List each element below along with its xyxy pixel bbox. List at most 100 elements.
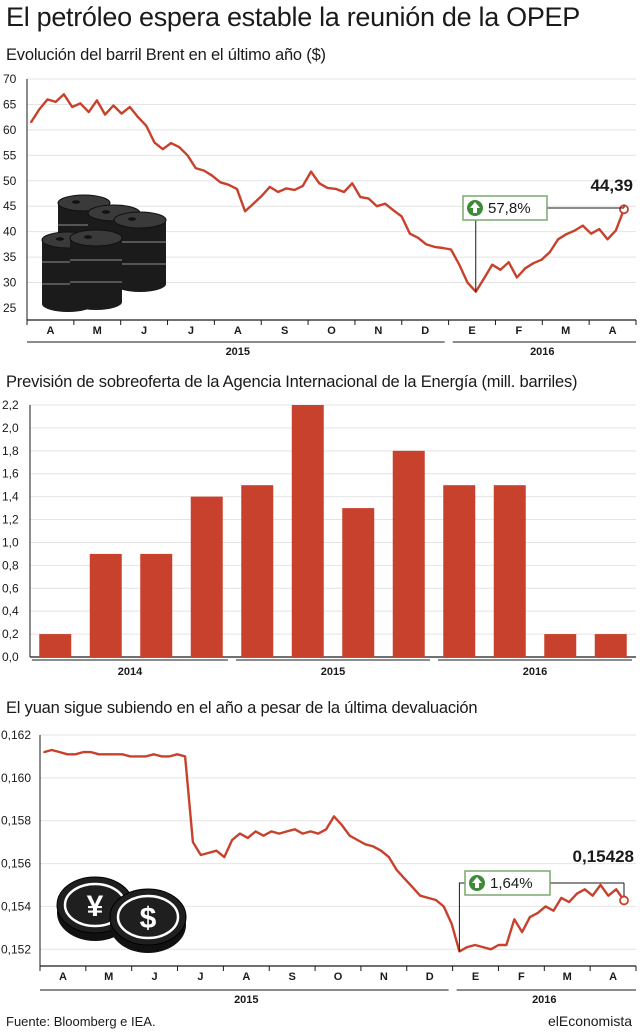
series-point [66, 753, 69, 756]
x-tick-label: J [188, 325, 194, 337]
series-point [356, 839, 359, 841]
y-tick-label: 55 [3, 148, 17, 162]
series-point [278, 832, 281, 835]
bar [140, 553, 173, 657]
series-point [58, 751, 61, 754]
series-point [333, 815, 335, 818]
series-point [513, 918, 516, 921]
y-tick-label: 0,6 [2, 581, 19, 595]
series-point [450, 922, 453, 925]
series-point [400, 215, 403, 218]
series-point [614, 229, 617, 232]
y-tick-label: 50 [3, 174, 17, 188]
series-point [615, 888, 618, 891]
series-point [293, 189, 296, 191]
series-point [387, 856, 390, 859]
x-tick-label: J [197, 971, 203, 983]
y-tick-label: 0,2 [2, 627, 19, 641]
series-point [491, 263, 494, 266]
series-point [129, 755, 132, 758]
callout-label: 57,8% [488, 200, 531, 217]
bar [443, 485, 476, 657]
dollar-coin-icon: $ [109, 888, 187, 953]
series-point [536, 911, 539, 914]
series-point [104, 113, 107, 116]
series-point [434, 899, 437, 901]
series-point [170, 142, 172, 145]
yuan-chart-title: El yuan sigue subiendo en el año a pesar… [6, 699, 478, 717]
series-point [326, 187, 329, 189]
last-value-label: 0,15428 [573, 847, 634, 866]
oil-barrel-icon [69, 229, 123, 310]
series-point [568, 901, 571, 904]
bar [190, 496, 223, 657]
x-tick-label: S [281, 325, 288, 337]
year-label: 2015 [321, 666, 345, 678]
series-point [573, 229, 576, 232]
y-tick-label: 0,162 [1, 728, 31, 742]
series-point [392, 209, 395, 212]
y-tick-label: 0,8 [2, 558, 19, 572]
year-label: 2014 [118, 666, 143, 678]
y-tick-label: 35 [3, 250, 17, 264]
series-point [236, 188, 238, 190]
series-point [376, 205, 378, 208]
series-point [417, 236, 419, 239]
series-point [524, 267, 527, 270]
series-point [192, 841, 194, 844]
series-point [199, 854, 202, 856]
series-point [309, 830, 312, 833]
series-point [411, 886, 414, 889]
x-tick-label: M [563, 971, 572, 983]
x-tick-label: A [234, 325, 242, 337]
series-point [380, 849, 382, 852]
series-point [552, 909, 555, 912]
y-tick-label: 1,2 [2, 513, 19, 527]
series-point [427, 896, 429, 899]
bar [544, 634, 577, 657]
barrel-body [114, 220, 166, 284]
brent-chart-title: Evolución del barril Brent en el último … [6, 46, 326, 64]
series-point [194, 167, 197, 169]
series-point [254, 830, 257, 833]
brand-logo-text: elEconomista [547, 1013, 632, 1029]
y-tick-label: 0,0 [2, 650, 19, 664]
series-point [419, 894, 422, 897]
series-point [408, 232, 411, 235]
series-point [87, 111, 90, 113]
series-point [505, 944, 508, 946]
y-tick-label: 40 [3, 225, 17, 239]
series-point [223, 856, 226, 859]
source-note: Fuente: Bloomberg e IEA. [6, 1014, 156, 1029]
series-point [260, 195, 263, 197]
year-label: 2016 [530, 346, 554, 358]
y-tick-label: 1,0 [2, 535, 19, 549]
series-point [521, 931, 524, 934]
series-point [178, 146, 181, 149]
main-title: El petróleo espera estable la reunión de… [6, 2, 580, 32]
series-point [598, 228, 601, 231]
series-point [548, 251, 551, 253]
series-point [184, 755, 186, 758]
last-value-label: 44,39 [590, 176, 633, 195]
series-point [544, 905, 547, 908]
y-tick-label: 65 [3, 97, 17, 111]
series-point [403, 877, 406, 880]
bar [493, 485, 526, 657]
series-point [211, 174, 214, 177]
series-point [450, 248, 452, 251]
x-tick-label: N [374, 325, 382, 337]
x-tick-label: A [609, 971, 617, 983]
series-point [529, 916, 531, 919]
series-point [433, 246, 436, 248]
series-point [301, 184, 304, 187]
series-point [364, 843, 367, 846]
callout-leader-line [458, 882, 465, 952]
series-point [270, 830, 273, 833]
series-point [46, 98, 49, 101]
series-point [384, 202, 387, 205]
iea-bar-chart: 2,2 2,0 1,8 1,6 1,4 1,2 1,0 0,8 0,6 0,4 0,2 0,0 2014… [2, 398, 636, 678]
series-point [318, 182, 321, 185]
series-point [95, 99, 98, 102]
series-point [105, 753, 108, 756]
